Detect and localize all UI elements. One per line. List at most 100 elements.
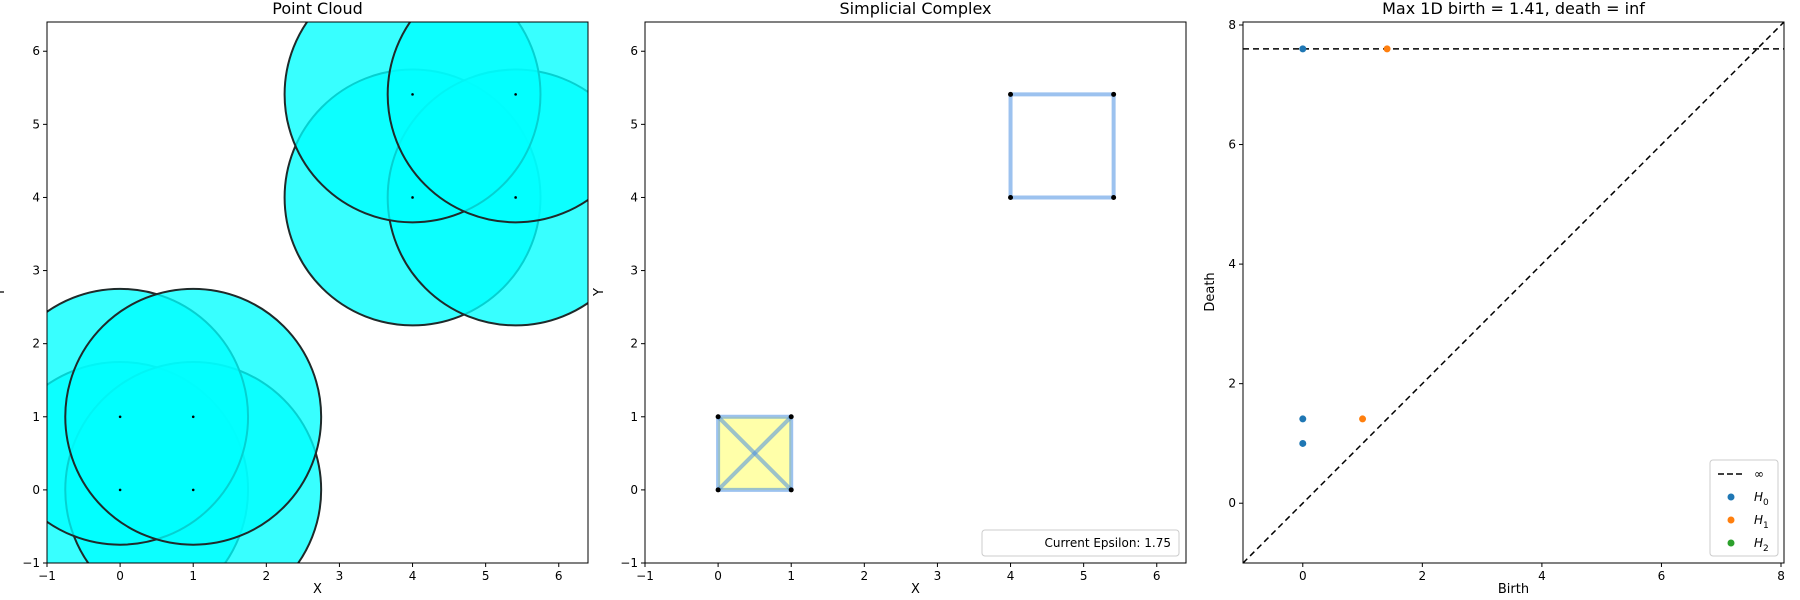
vertex-point [1111, 194, 1117, 200]
persistence-point-h0 [1299, 439, 1307, 447]
y-tick-label: 6 [630, 44, 638, 58]
x-tick-label: 6 [555, 569, 563, 583]
x-tick-label: 5 [482, 569, 490, 583]
vertex-point [788, 414, 794, 420]
data-point [118, 488, 122, 492]
x-axis-label: Birth [1498, 582, 1529, 597]
y-tick-label: 6 [32, 44, 40, 58]
legend-box [1709, 459, 1779, 557]
x-tick-label: 2 [1419, 569, 1427, 583]
vertex-point [715, 414, 721, 420]
points-layer [715, 91, 1117, 493]
y-axis-label: Y [592, 288, 607, 297]
persistence-point-h1 [1383, 45, 1391, 53]
point-cloud-panel: −1 0 1 2 3 4 5 6 −1 0 1 2 3 4 5 6 Point Cloud X Y [0, 0, 589, 597]
legend-dot-marker [1727, 493, 1735, 501]
y-tick-label: 3 [630, 264, 638, 278]
y-tick-label: 4 [32, 190, 40, 204]
y-axis-label: Y [0, 288, 8, 297]
y-tick-label: 0 [32, 483, 40, 497]
vertex-point [1111, 91, 1117, 97]
data-point [191, 488, 195, 492]
axis-ticks: −1 0 1 2 3 4 5 6 −1 0 1 2 3 4 5 6 [22, 44, 562, 583]
vertex-point [715, 487, 721, 493]
x-axis-label: X [911, 582, 920, 597]
y-tick-label: 4 [630, 190, 638, 204]
y-tick-label: 3 [32, 264, 40, 278]
legend-label: H1 [1754, 513, 1769, 531]
x-axis-label: X [313, 582, 322, 597]
chart-title: Point Cloud [272, 0, 363, 18]
x-tick-label: 0 [116, 569, 124, 583]
legend-dot-marker [1727, 539, 1735, 547]
x-tick-label: −1 [38, 569, 56, 583]
x-tick-label: 4 [1538, 569, 1546, 583]
x-tick-label: 4 [1007, 569, 1015, 583]
x-tick-label: 3 [934, 569, 942, 583]
persistence-diagram-panel: 0 2 4 6 8 0 2 4 6 8 Max 1D birth = 1.41, death = … [1203, 0, 1785, 597]
y-tick-label: 1 [32, 410, 40, 424]
y-tick-label: 6 [1228, 138, 1236, 152]
edges-layer [716, 92, 1116, 492]
legend-dot-marker [1727, 516, 1735, 524]
x-tick-label: 6 [1153, 569, 1161, 583]
epsilon-ball [386, 22, 588, 224]
y-tick-label: 4 [1228, 257, 1236, 271]
x-tick-label: 1 [787, 569, 795, 583]
y-axis-label: Death [1203, 272, 1218, 311]
legend-label: H2 [1754, 536, 1769, 554]
chart-title: Max 1D birth = 1.41, death = inf [1382, 0, 1645, 18]
y-tick-label: 5 [630, 117, 638, 131]
x-tick-label: 4 [409, 569, 417, 583]
points-layer [118, 93, 517, 492]
diagonal-line [1243, 22, 1784, 563]
x-tick-label: −1 [636, 569, 654, 583]
y-tick-label: −1 [22, 556, 40, 570]
y-tick-label: 0 [630, 483, 638, 497]
x-tick-label: 8 [1777, 569, 1785, 583]
data-point [118, 415, 122, 419]
persistence-point-h0 [1299, 415, 1307, 423]
legend-label-epsilon: Current Epsilon: 1.75 [1044, 536, 1171, 550]
x-tick-label: 1 [189, 569, 197, 583]
legend-box [981, 529, 1180, 557]
axis-ticks: −1 0 1 2 3 4 5 6 −1 0 1 2 3 4 5 6 [620, 44, 1160, 583]
vertex-point [1008, 194, 1014, 200]
y-tick-label: 8 [1228, 18, 1236, 32]
legend-label: H0 [1754, 490, 1769, 508]
reference-lines [1243, 22, 1784, 563]
axis-ticks: 0 2 4 6 8 0 2 4 6 8 [1228, 18, 1784, 583]
persistence-point-h0 [1299, 45, 1307, 53]
data-point [514, 196, 517, 199]
persistence-point-h1 [1359, 415, 1367, 423]
legend: ∞ H0 H1 H2 [1709, 459, 1779, 557]
plot-frame [46, 21, 589, 564]
y-tick-label: 1 [630, 410, 638, 424]
data-point [514, 93, 517, 96]
data-point [411, 196, 414, 199]
legend: Current Epsilon: 1.75 [981, 529, 1180, 557]
plot-frame [644, 21, 1187, 564]
vertex-point [788, 487, 794, 493]
x-tick-label: 2 [861, 569, 869, 583]
vertex-point [1008, 91, 1014, 97]
y-tick-label: 2 [1228, 377, 1236, 391]
x-tick-label: 6 [1658, 569, 1666, 583]
data-point [411, 93, 414, 96]
legend-label: ∞ [1754, 467, 1764, 481]
chart-title: Simplicial Complex [840, 0, 992, 18]
plot-frame [1242, 21, 1785, 564]
y-tick-label: −1 [620, 556, 638, 570]
y-tick-label: 2 [32, 337, 40, 351]
x-tick-label: 2 [263, 569, 271, 583]
points-layer [1299, 45, 1391, 447]
edge-simplex [716, 415, 793, 492]
x-tick-label: 3 [336, 569, 344, 583]
data-point [191, 415, 195, 419]
y-tick-label: 2 [630, 337, 638, 351]
x-tick-label: 0 [714, 569, 722, 583]
x-tick-label: 5 [1080, 569, 1088, 583]
y-tick-label: 0 [1228, 496, 1236, 510]
